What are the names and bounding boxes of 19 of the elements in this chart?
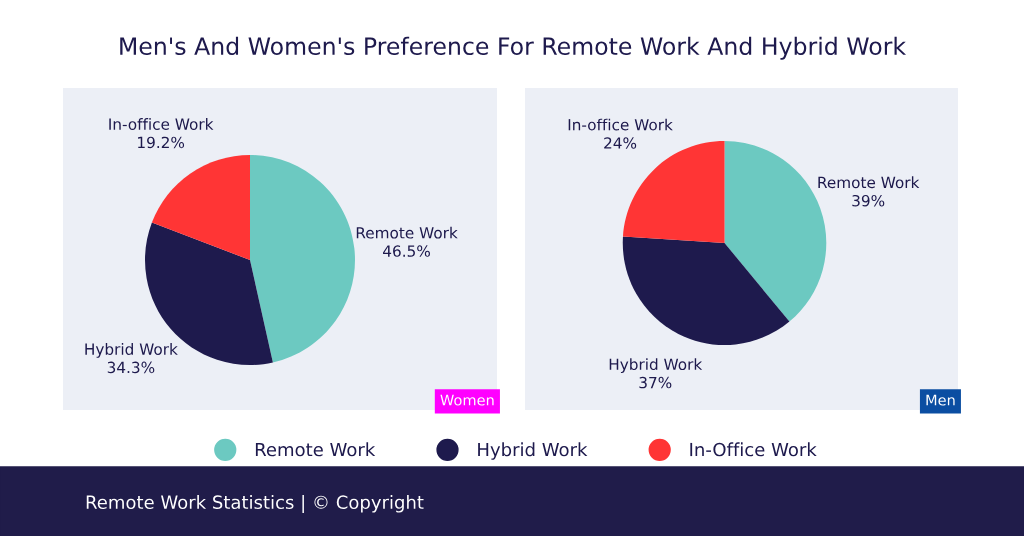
data-label: In-office Work 19.2% bbox=[109, 118, 214, 149]
data-label: Hybrid Work 34.3% bbox=[85, 343, 178, 374]
data-label: Remote Work 46.5% bbox=[356, 226, 458, 257]
legend-label: Remote Work bbox=[255, 442, 376, 457]
pie-slice bbox=[622, 236, 790, 345]
text: Men bbox=[926, 394, 955, 406]
data-label: 37% bbox=[639, 376, 672, 389]
data-label: 39% bbox=[852, 194, 885, 207]
slice-label: In-office Work bbox=[568, 118, 673, 131]
chart-title: Men's And Women's Preference For Remote Work And Hybrid Work bbox=[120, 36, 907, 60]
data-label: 24% bbox=[604, 137, 637, 149]
pie-slice bbox=[250, 155, 355, 363]
pie-slice bbox=[151, 155, 250, 260]
legend-label: In-Office Work bbox=[690, 442, 817, 457]
slice-label: Remote Work bbox=[818, 176, 920, 189]
legend-label: Hybrid Work bbox=[478, 442, 588, 460]
text: Women bbox=[440, 394, 494, 406]
text: Remote Work Statistics | © Copyright bbox=[86, 494, 424, 514]
slice-label: Hybrid Work bbox=[609, 358, 703, 374]
